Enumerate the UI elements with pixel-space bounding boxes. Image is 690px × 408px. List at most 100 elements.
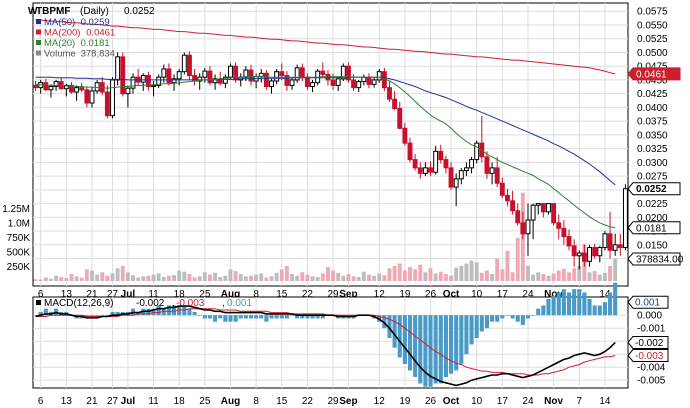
- macd-histogram-bar: [592, 305, 597, 316]
- macd-title: MACD(12,26,9): [44, 298, 113, 309]
- candle-body: [351, 79, 357, 89]
- macd-x-tick-label: Sep: [339, 396, 357, 407]
- candle: [33, 81, 39, 91]
- candle: [530, 203, 536, 240]
- macd-histogram-bar: [520, 315, 525, 325]
- candle-body: [166, 68, 172, 84]
- candle-body: [407, 142, 413, 161]
- macd-histogram-bar: [541, 305, 546, 316]
- volume-bar: [172, 275, 177, 281]
- candle-body: [581, 252, 587, 262]
- candle: [412, 154, 418, 171]
- value-flag-shape: [627, 67, 681, 81]
- volume-bar: [484, 270, 489, 281]
- legend-swatch: [36, 19, 41, 24]
- macd-histogram-bar: [433, 315, 438, 384]
- candle-body: [294, 67, 300, 81]
- macd-histogram-bar: [254, 315, 259, 319]
- candle-body: [202, 70, 208, 78]
- volume-bar: [490, 274, 495, 281]
- candle-body: [43, 82, 49, 91]
- candle: [581, 244, 587, 267]
- macd-histogram-bar: [161, 308, 166, 316]
- volume-bar: [295, 275, 300, 281]
- candle: [515, 203, 521, 226]
- candle: [110, 77, 115, 119]
- macd-histogram-bar: [320, 315, 325, 319]
- candle-body: [161, 68, 167, 78]
- volume-bar: [387, 268, 392, 281]
- macd-histogram-bar: [33, 315, 38, 316]
- macd-histogram-bar: [443, 315, 448, 377]
- candle-body: [597, 247, 603, 257]
- candle-body: [197, 76, 203, 82]
- candle-body: [607, 233, 613, 251]
- macd-legend-swatch: [36, 300, 41, 305]
- volume-bar: [233, 271, 238, 281]
- macd-x-tick-label: 24: [522, 396, 534, 407]
- candle: [151, 81, 156, 97]
- candle-body: [63, 84, 69, 90]
- volume-bar: [561, 268, 566, 281]
- candle: [535, 203, 541, 215]
- macd-histogram-bar: [310, 315, 315, 319]
- candle: [376, 68, 382, 83]
- macd-histogram-bar: [572, 289, 577, 316]
- macd-histogram-bar: [474, 315, 479, 338]
- candle-body: [551, 203, 557, 224]
- candle: [576, 250, 582, 270]
- macd-sep-2: ,: [222, 298, 225, 309]
- macd-histogram-bar: [566, 292, 572, 316]
- macd-sep-1: ,: [172, 298, 175, 309]
- candle-body: [233, 65, 239, 81]
- volume-bar: [551, 273, 556, 281]
- macd-histogram-bar: [582, 292, 587, 316]
- macd-histogram-bar: [428, 315, 433, 387]
- price-tick-label: 0.0275: [637, 172, 668, 183]
- candle-body: [269, 80, 274, 88]
- price-tick-label: 0.0400: [637, 103, 668, 114]
- volume-bar: [505, 250, 510, 281]
- candle-body: [602, 233, 608, 249]
- candle-body: [228, 65, 233, 78]
- candle-body: [171, 78, 177, 84]
- candle-body: [84, 89, 90, 104]
- candle: [494, 156, 500, 188]
- macd-histogram-bar: [607, 292, 613, 316]
- candle-body: [110, 79, 115, 117]
- volume-bar: [300, 272, 305, 281]
- x-tick-label: Nov: [544, 289, 563, 300]
- macd-histogram-bar: [207, 315, 213, 319]
- value-flag: 0.0461: [627, 67, 681, 81]
- macd-histogram-bar: [546, 298, 551, 316]
- volume-bar: [197, 276, 202, 281]
- candle: [556, 214, 562, 240]
- macd-x-tick-label: 14: [599, 396, 611, 407]
- macd-panel: 0.000-0.001-0.002-0.003-0.004-0.00561321…: [32, 282, 669, 407]
- candle: [248, 64, 254, 86]
- macd-histogram-bar: [413, 315, 418, 377]
- legend-label: MA(200): [44, 28, 80, 39]
- macd-x-tick-label: 25: [199, 396, 211, 407]
- candle: [89, 86, 95, 108]
- volume-bar: [556, 270, 561, 281]
- candle-body: [587, 247, 592, 262]
- candle-body: [510, 200, 516, 212]
- candle: [612, 233, 618, 256]
- volume-bar: [110, 273, 115, 281]
- candle-body: [376, 71, 382, 81]
- candle: [274, 68, 280, 85]
- volume-bar: [454, 267, 459, 281]
- candle-body: [176, 71, 182, 80]
- macd-histogram-bar: [300, 315, 305, 319]
- price-tick-label: 0.0150: [637, 240, 668, 251]
- candle: [407, 137, 413, 163]
- candle-body: [484, 156, 490, 174]
- macd-histogram-bar: [561, 289, 566, 316]
- candle-body: [186, 54, 192, 77]
- candle: [330, 73, 336, 90]
- ma50-line: [35, 76, 616, 186]
- candle-body: [402, 127, 408, 144]
- macd-histogram-value: 0.001: [227, 298, 252, 309]
- candle-body: [340, 65, 346, 80]
